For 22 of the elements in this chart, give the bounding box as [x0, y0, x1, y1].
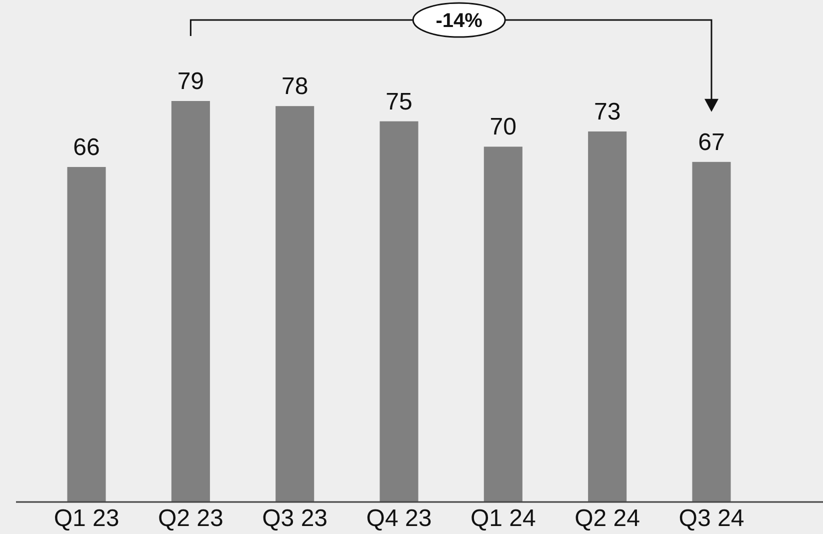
text: -14%: [436, 10, 483, 32]
x-tick-label: Q2 24: [574, 505, 640, 532]
x-tick-label: Q1 23: [54, 505, 120, 532]
bar: [380, 121, 418, 502]
data-label: 67: [698, 128, 725, 156]
data-label: 70: [490, 114, 517, 141]
x-tick-label: Q3 23: [262, 505, 328, 532]
bar: [276, 106, 314, 502]
data-label: 66: [73, 134, 100, 161]
data-label: 78: [281, 73, 308, 100]
x-tick-label: Q1 24: [470, 505, 536, 532]
x-tick-label: Q3 24: [678, 505, 744, 532]
bar: [588, 131, 627, 502]
bar: [484, 146, 522, 502]
bar: [171, 101, 210, 502]
data-label: 75: [386, 88, 412, 116]
bar: [67, 166, 106, 502]
data-label: 73: [594, 98, 621, 126]
x-tick-label: Q2 23: [158, 505, 224, 532]
bar: [692, 162, 731, 502]
x-tick-label: Q4 23: [366, 505, 432, 532]
data-label: 79: [177, 68, 204, 95]
